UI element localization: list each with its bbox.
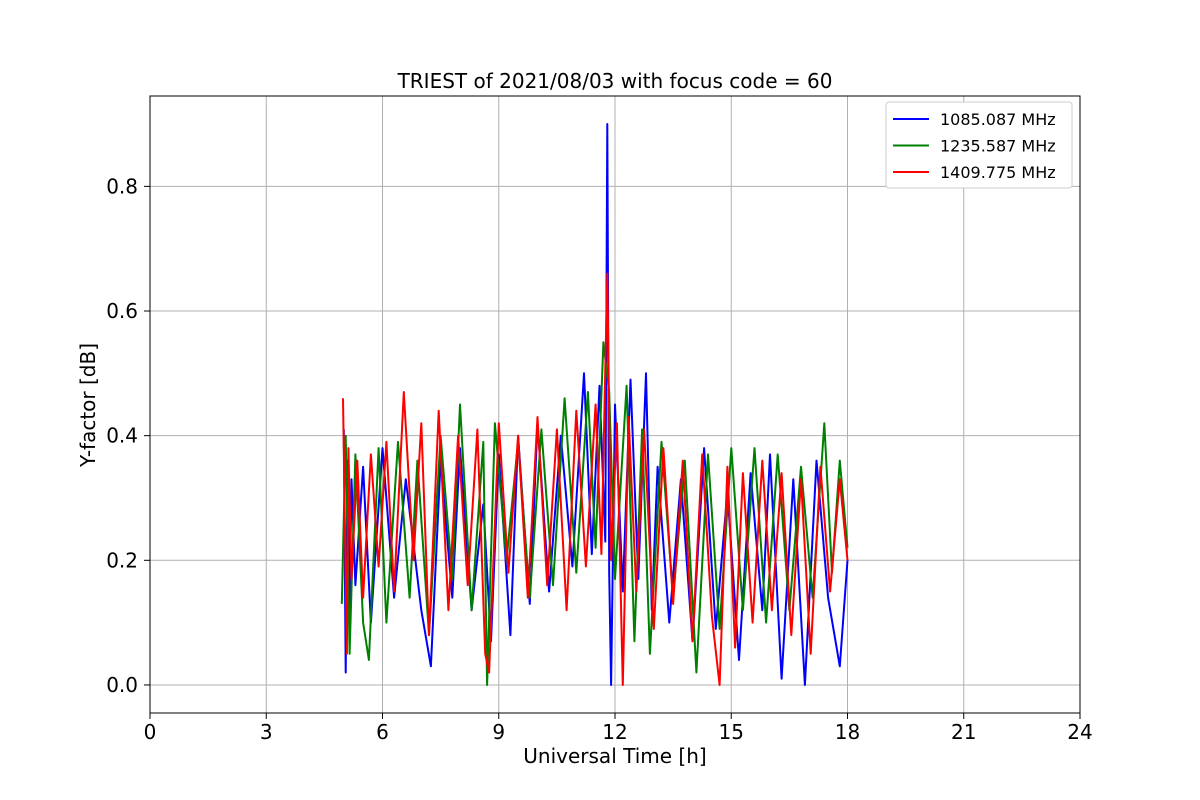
x-axis: 0 3 6 9 12 15 18 21 24 <box>144 713 1093 744</box>
x-tick-label: 18 <box>835 720 860 744</box>
plot-area <box>340 123 849 686</box>
y-axis: 0.0 0.2 0.4 0.6 0.8 <box>106 174 150 697</box>
x-tick-label: 3 <box>260 720 273 744</box>
legend-entry-label: 1409.775 MHz <box>940 163 1056 182</box>
x-tick-label: 15 <box>719 720 744 744</box>
series-line-2 <box>340 341 849 686</box>
y-tick-label: 0.8 <box>106 174 138 198</box>
legend-entry-label: 1085.087 MHz <box>940 110 1056 129</box>
y-tick-label: 0.2 <box>106 548 138 572</box>
x-tick-label: 0 <box>144 720 157 744</box>
chart-title: TRIEST of 2021/08/03 with focus code = 6… <box>397 69 833 93</box>
y-axis-label: Y-factor [dB] <box>76 343 100 468</box>
x-tick-label: 12 <box>602 720 627 744</box>
y-tick-label: 0.6 <box>106 299 138 323</box>
x-tick-label: 24 <box>1067 720 1092 744</box>
series-line-1 <box>342 123 849 686</box>
legend: 1085.087 MHz 1235.587 MHz 1409.775 MHz <box>885 101 1073 189</box>
x-tick-label: 21 <box>951 720 976 744</box>
x-tick-label: 9 <box>492 720 505 744</box>
series-line-3 <box>342 272 849 686</box>
legend-entry-label: 1235.587 MHz <box>940 137 1056 156</box>
x-tick-label: 6 <box>376 720 389 744</box>
x-axis-label: Universal Time [h] <box>523 744 706 768</box>
y-tick-label: 0.4 <box>106 424 138 448</box>
y-tick-label: 0.0 <box>106 673 138 697</box>
legend-box <box>885 101 1073 189</box>
